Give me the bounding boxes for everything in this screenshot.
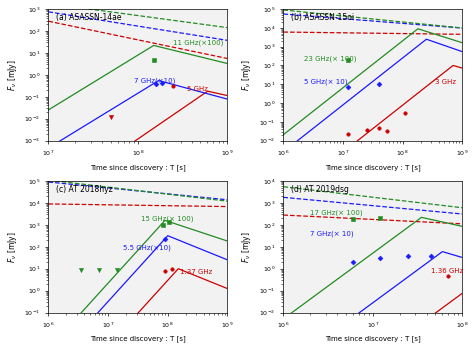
Text: 23 GHz(× 100): 23 GHz(× 100) [304,56,356,62]
Text: 15 GHz(× 100): 15 GHz(× 100) [140,215,193,222]
Text: (c) AT 2018hyz: (c) AT 2018hyz [55,185,112,194]
Text: (d) AT 2019dsg: (d) AT 2019dsg [291,185,348,194]
Text: 5 GHz: 5 GHz [187,86,208,92]
X-axis label: Time since discovery : T [s]: Time since discovery : T [s] [90,164,186,171]
Text: 3 GHz: 3 GHz [435,79,456,85]
Text: 5 GHz(× 10): 5 GHz(× 10) [304,79,347,85]
X-axis label: Time since discovery : T [s]: Time since discovery : T [s] [90,336,186,342]
Y-axis label: $F_{\nu}$ [mJy]: $F_{\nu}$ [mJy] [6,59,18,90]
Text: (b) ASASSN-15oi: (b) ASASSN-15oi [291,13,354,22]
Text: 11 GHz(×100): 11 GHz(×100) [173,39,224,46]
Text: 7 GHz(× 10): 7 GHz(× 10) [310,231,354,237]
Y-axis label: $F_{\nu}$ [mJy]: $F_{\nu}$ [mJy] [240,59,254,90]
Text: 17 GHz(× 100): 17 GHz(× 100) [310,210,363,216]
Y-axis label: $F_{\nu}$ [mJy]: $F_{\nu}$ [mJy] [6,231,18,262]
Text: (a) ASASSN-14ae: (a) ASASSN-14ae [55,13,121,22]
X-axis label: Time since discovery : T [s]: Time since discovery : T [s] [325,336,421,342]
Text: 1.37 GHz: 1.37 GHz [180,269,212,275]
Text: 5.5 GHz(×10): 5.5 GHz(×10) [123,245,171,251]
Text: 7 GHz(×10): 7 GHz(×10) [134,77,175,84]
X-axis label: Time since discovery : T [s]: Time since discovery : T [s] [325,164,421,171]
Y-axis label: $F_{\nu}$ [mJy]: $F_{\nu}$ [mJy] [240,231,254,262]
Text: 1.36 GHz: 1.36 GHz [431,268,464,275]
